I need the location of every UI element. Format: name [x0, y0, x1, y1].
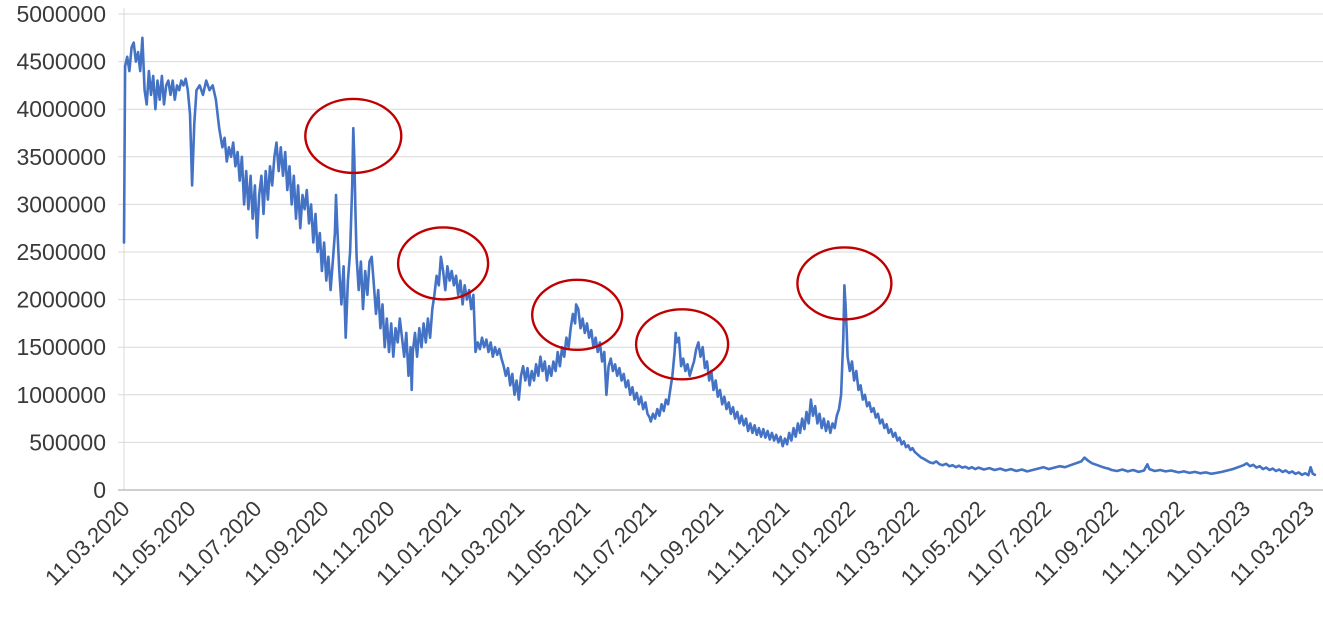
highlight-ellipse-annotation — [304, 97, 403, 175]
y-axis-tick-label: 1500000 — [16, 334, 106, 360]
y-axis-tick-label: 2000000 — [16, 287, 106, 313]
data-series-line — [122, 36, 1317, 477]
y-axis-tick-label: 4500000 — [16, 49, 106, 75]
highlight-ellipse-annotation — [796, 246, 893, 321]
y-axis-tick-label: 2500000 — [16, 239, 106, 265]
y-axis-tick-label: 3500000 — [16, 144, 106, 170]
y-axis-tick-label: 5000000 — [16, 1, 106, 27]
highlight-ellipse-annotation — [396, 226, 490, 301]
y-axis-tick-label: 1000000 — [16, 382, 106, 408]
y-axis-tick-label: 4000000 — [16, 96, 106, 122]
highlight-ellipse-annotation — [634, 308, 730, 381]
y-axis-tick-label: 0 — [93, 477, 106, 503]
y-axis-tick-label: 500000 — [29, 429, 106, 455]
highlight-ellipse-annotation — [531, 278, 624, 351]
y-axis-tick-label: 3000000 — [16, 191, 106, 217]
